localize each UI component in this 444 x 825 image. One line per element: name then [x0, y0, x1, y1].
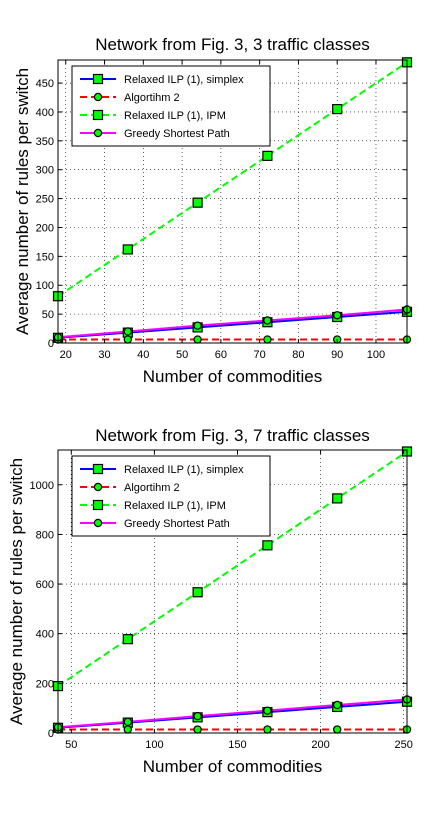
x-axis-label: Number of commodities [143, 367, 323, 386]
series-line-1 [57, 310, 408, 339]
x-tick-label: 250 [394, 739, 412, 751]
x-tick-label: 70 [254, 349, 266, 361]
data-point-square [192, 197, 203, 208]
x-tick-label: 150 [228, 739, 246, 751]
y-tick-label: 800 [36, 529, 54, 541]
chart-1: 20 30 40 50 60 70 80 90 100 0 50 100 150 200 250 300 350… [13, 35, 413, 386]
legend-marker-circle [93, 128, 103, 138]
legend-label-2: Algortihm 2 [124, 482, 180, 494]
legend-marker-circle [93, 482, 103, 492]
y-tick-label: 600 [36, 579, 54, 591]
legend-label-1: Relaxed ILP (1), simplex [124, 74, 244, 86]
legend-label-3: Relaxed ILP (1), IPM [124, 110, 226, 122]
x-tick-label: 90 [331, 349, 343, 361]
legend-marker-circle [93, 518, 103, 528]
legend-marker-square [92, 499, 104, 511]
axes-frame [57, 59, 408, 344]
data-point-square [332, 493, 343, 504]
x-tick-label: 30 [98, 349, 110, 361]
legend-marker-square [92, 73, 104, 85]
data-point-circle [263, 316, 272, 325]
data-point-circle [263, 706, 272, 715]
series-line-4 [57, 698, 408, 729]
chart-title: Network from Fig. 3, 3 traffic classes [95, 35, 370, 54]
x-tick-label: 100 [367, 349, 385, 361]
chart-2: 50 100 150 200 250 0 200 400 600 800 1000 Network f… [7, 426, 413, 776]
data-point-circle [193, 725, 202, 734]
data-point-circle [263, 725, 272, 734]
x-tick-label: 50 [65, 739, 77, 751]
data-point-circle [123, 335, 133, 344]
y-axis-label: Average number of rules per switch [7, 458, 26, 725]
series-line-4 [57, 308, 408, 339]
data-point-circle [123, 725, 133, 734]
x-tick-label: 200 [311, 739, 329, 751]
series-line-3 [57, 61, 408, 298]
data-point-circle [263, 335, 272, 344]
legend-label-2: Algortihm 2 [124, 92, 180, 104]
data-point-circle [193, 711, 202, 721]
legend-marker-square [92, 109, 104, 121]
y-tick-label: 300 [36, 165, 54, 177]
y-tick-label: 0 [48, 338, 54, 350]
legend-marker-square [92, 463, 104, 475]
legend: Relaxed ILP (1), simplex Algortihm 2 Relax… [71, 455, 271, 537]
y-tick-label: 1000 [30, 480, 54, 492]
x-axis-label: Number of commodities [143, 757, 323, 776]
y-axis-label: Average number of rules per switch [13, 68, 32, 335]
chart-title: Network from Fig. 3, 7 traffic classes [95, 426, 370, 445]
data-point-circle [123, 327, 133, 336]
y-tick-label: 200 [36, 678, 54, 690]
data-point-square [262, 540, 273, 551]
legend-label-1: Relaxed ILP (1), simplex [124, 464, 244, 476]
x-tick-label: 50 [176, 349, 188, 361]
data-point-circle [193, 335, 202, 344]
data-point-circle [193, 321, 202, 330]
legend-label-3: Relaxed ILP (1), IPM [124, 500, 226, 512]
y-tick-label: 150 [36, 251, 54, 263]
legend-label-4: Greedy Shortest Path [124, 518, 230, 530]
x-tick-label: 80 [292, 349, 304, 361]
y-tick-label: 100 [36, 280, 54, 292]
y-tick-label: 50 [42, 309, 54, 321]
y-tick-label: 400 [36, 629, 54, 641]
y-tick-label: 400 [36, 107, 54, 119]
data-point-square [192, 587, 203, 598]
data-point-circle [333, 700, 342, 710]
y-tick-label: 450 [36, 78, 54, 90]
series-line-3 [57, 450, 408, 687]
data-point-square [332, 103, 343, 115]
legend-marker-circle [93, 92, 103, 102]
x-tick-label: 100 [145, 739, 163, 751]
x-tick-label: 60 [215, 349, 227, 361]
legend-label-4: Greedy Shortest Path [124, 128, 230, 140]
y-tick-label: 200 [36, 222, 54, 234]
data-point-square [122, 244, 133, 255]
y-tick-label: 250 [36, 194, 54, 206]
x-tick-label: 40 [137, 349, 149, 361]
data-point-circle [333, 311, 342, 320]
data-point-circle [123, 717, 133, 727]
x-tick-label: 20 [60, 349, 72, 361]
legend: Relaxed ILP (1), simplex Algortihm 2 Relax… [71, 65, 271, 147]
axes-frame [57, 449, 408, 734]
y-tick-label: 0 [48, 728, 54, 740]
data-point-square [122, 634, 133, 645]
y-tick-label: 350 [36, 136, 54, 148]
data-point-circle [333, 725, 342, 734]
data-point-square [262, 150, 273, 161]
